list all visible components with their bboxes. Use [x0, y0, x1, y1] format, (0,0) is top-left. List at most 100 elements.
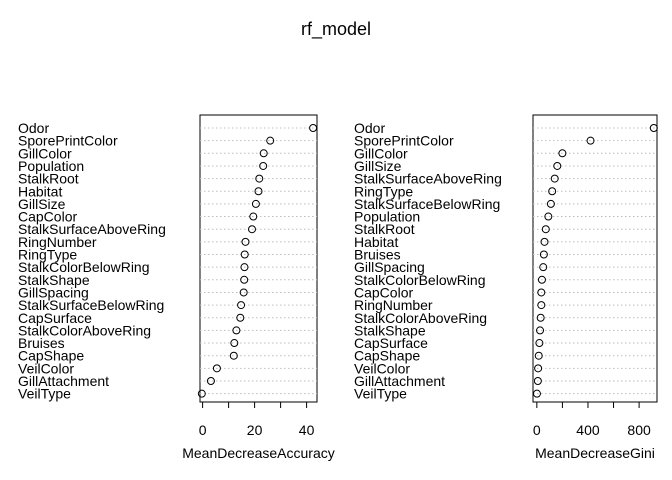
chart-title: rf_model — [301, 19, 371, 40]
accuracy-data-point — [206, 377, 215, 385]
accuracy-data-point — [240, 250, 249, 259]
accuracy-x-axis-label: MeanDecreaseAccuracy — [182, 445, 335, 461]
gini-variable-label: CapColor — [354, 284, 413, 300]
accuracy-variable-label: Bruises — [18, 335, 65, 351]
gini-data-point — [537, 301, 546, 310]
gini-data-point — [537, 275, 546, 284]
gini-data-point — [540, 237, 549, 246]
gini-variable-label: RingType — [354, 183, 413, 199]
accuracy-data-point — [237, 301, 246, 310]
gini-variable-label: Odor — [354, 120, 385, 136]
accuracy-x-tick-label: 40 — [299, 422, 315, 438]
gini-data-point — [548, 187, 557, 196]
gini-data-point — [536, 313, 545, 322]
accuracy-variable-label: StalkShape — [18, 272, 90, 288]
accuracy-variable-label: Odor — [18, 120, 49, 136]
accuracy-variable-label: RingType — [18, 247, 77, 263]
gini-data-point — [536, 326, 545, 335]
gini-data-point — [539, 250, 548, 259]
accuracy-data-point — [197, 389, 206, 398]
gini-data-point — [546, 199, 555, 208]
gini-variable-label: RingNumber — [354, 297, 433, 313]
accuracy-data-point — [241, 237, 250, 246]
gini-data-point — [537, 288, 546, 297]
gini-variable-label: StalkRoot — [354, 221, 415, 237]
accuracy-variable-label: StalkColorBelowRing — [18, 259, 150, 275]
accuracy-variable-label: StalkRoot — [18, 171, 79, 187]
gini-variable-label: StalkShape — [354, 322, 426, 338]
gini-data-point — [534, 364, 543, 373]
accuracy-data-point — [236, 313, 245, 322]
accuracy-data-point — [251, 199, 260, 208]
gini-data-point — [553, 161, 562, 170]
gini-variable-label: VeilColor — [354, 360, 410, 376]
gini-x-tick-label: 0 — [533, 422, 541, 438]
accuracy-data-point — [255, 174, 264, 183]
gini-variable-label: GillColor — [354, 145, 408, 161]
accuracy-data-point — [240, 263, 249, 272]
gini-data-point — [558, 149, 567, 158]
accuracy-data-point — [259, 161, 268, 170]
gini-x-axis-label: MeanDecreaseGini — [535, 445, 655, 461]
gini-variable-label: GillSize — [354, 158, 402, 174]
accuracy-data-point — [254, 187, 263, 196]
accuracy-variable-label: VeilColor — [18, 360, 74, 376]
accuracy-variable-label: CapShape — [18, 348, 84, 364]
accuracy-variable-label: GillAttachment — [18, 373, 109, 389]
accuracy-variable-label: GillColor — [18, 145, 72, 161]
accuracy-panel-frame — [199, 114, 318, 403]
gini-variable-label: CapSurface — [354, 335, 428, 351]
accuracy-variable-label: VeilType — [18, 386, 71, 402]
accuracy-variable-label: StalkSurfaceBelowRing — [18, 297, 164, 313]
accuracy-data-point — [259, 149, 268, 158]
gini-panel-frame — [532, 114, 658, 403]
accuracy-data-point — [229, 351, 238, 360]
accuracy-variable-label: Habitat — [18, 183, 62, 199]
accuracy-data-point — [248, 225, 256, 234]
accuracy-x-tick-label: 0 — [199, 422, 207, 438]
accuracy-variable-label: SporePrintColor — [18, 133, 118, 149]
accuracy-data-point — [249, 212, 258, 221]
accuracy-variable-label: StalkSurfaceAboveRing — [18, 221, 166, 237]
accuracy-data-point — [230, 339, 239, 348]
gini-data-point — [550, 174, 559, 183]
gini-data-point — [539, 263, 548, 272]
accuracy-variable-label: GillSize — [18, 196, 66, 212]
gini-data-point — [586, 136, 595, 145]
accuracy-variable-label: CapColor — [18, 209, 77, 225]
gini-variable-label: Bruises — [354, 247, 401, 263]
accuracy-variable-label: GillSpacing — [18, 284, 89, 300]
gini-data-point — [649, 124, 658, 132]
gini-variable-label: StalkColorBelowRing — [354, 272, 486, 288]
gini-x-tick-label: 800 — [627, 422, 651, 438]
gini-variable-label: GillAttachment — [354, 373, 445, 389]
accuracy-data-point — [212, 364, 221, 373]
accuracy-data-point — [309, 124, 318, 132]
gini-variable-label: StalkSurfaceBelowRing — [354, 196, 500, 212]
accuracy-data-point — [240, 275, 249, 284]
gini-variable-label: Population — [354, 209, 420, 225]
gini-variable-label: Habitat — [354, 234, 398, 250]
accuracy-data-point — [266, 136, 275, 145]
gini-data-point — [532, 389, 541, 398]
accuracy-data-point — [232, 326, 241, 335]
accuracy-data-point — [239, 288, 248, 297]
gini-variable-label: StalkColorAboveRing — [354, 310, 487, 326]
accuracy-variable-label: Population — [18, 158, 84, 174]
gini-variable-label: CapShape — [354, 348, 420, 364]
gini-variable-label: SporePrintColor — [354, 133, 454, 149]
accuracy-variable-label: StalkColorAboveRing — [18, 322, 151, 338]
gini-variable-label: VeilType — [354, 386, 407, 402]
gini-data-point — [534, 351, 543, 360]
gini-x-tick-label: 400 — [576, 422, 600, 438]
gini-variable-label: StalkSurfaceAboveRing — [354, 171, 502, 187]
gini-data-point — [544, 212, 553, 221]
gini-data-point — [541, 225, 550, 234]
gini-variable-label: GillSpacing — [354, 259, 425, 275]
accuracy-variable-label: RingNumber — [18, 234, 97, 250]
gini-data-point — [535, 339, 544, 348]
accuracy-x-tick-label: 20 — [247, 422, 263, 438]
gini-data-point — [533, 377, 542, 385]
accuracy-variable-label: CapSurface — [18, 310, 92, 326]
